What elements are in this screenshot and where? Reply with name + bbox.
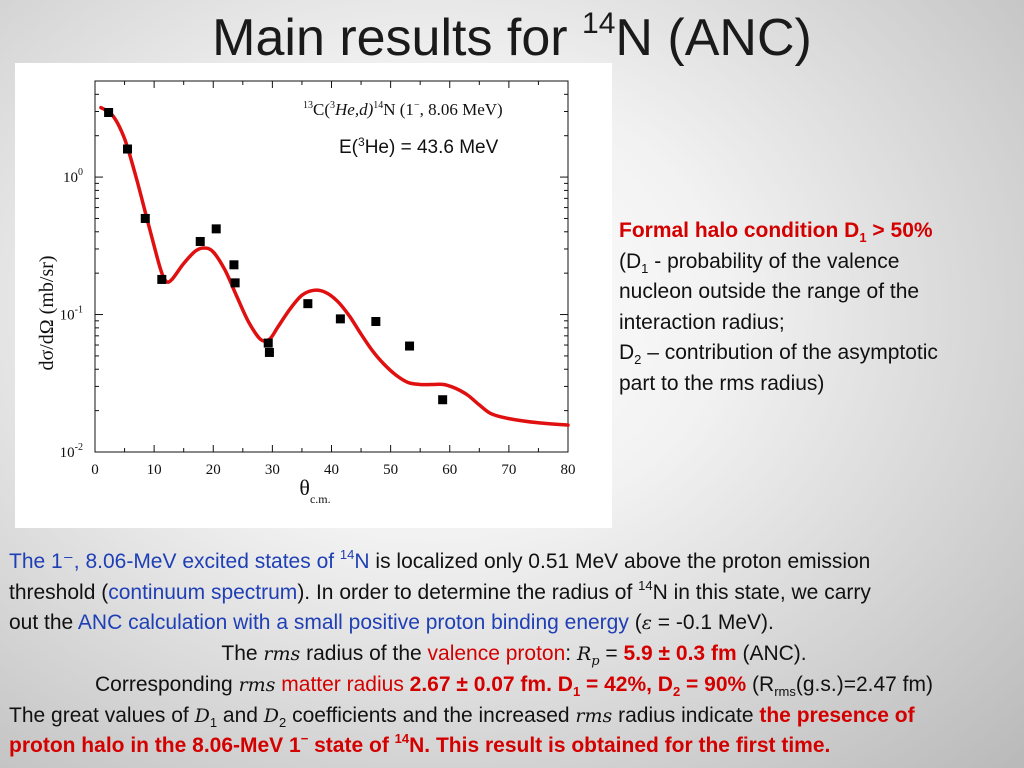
x-tick-label: 80 (561, 462, 576, 478)
plot-svg: 0 10 20 30 40 50 60 70 80 100 10-1 10-2 13C(3He,d)1… (36, 80, 576, 506)
data-point (263, 338, 273, 348)
beam-energy-label: E(3He) = 43.6 MeV (339, 135, 499, 158)
summary-line-1: The 1⁻, 8.06-MeV excited states of 14N i… (9, 547, 871, 573)
data-point (438, 395, 448, 405)
y-axis-label: dσ/dΩ (mb/sr) (36, 255, 58, 370)
x-tick-label: 40 (324, 462, 339, 478)
data-point (140, 213, 150, 223)
note-line: interaction radius; (619, 310, 785, 334)
x-axis-label: θc.m. (299, 475, 330, 506)
data-point (405, 341, 415, 351)
data-point (123, 144, 133, 154)
tick-labels: 0 10 20 30 40 50 60 70 80 100 10-1 10-2 (60, 167, 576, 478)
x-tick-label: 10 (147, 462, 162, 478)
x-tick-label: 60 (442, 462, 457, 478)
summary-text: The 1⁻, 8.06-MeV excited states of 14N i… (9, 547, 1019, 762)
data-point (371, 316, 381, 326)
summary-line-7: proton halo in the 8.06-MeV 1− state of … (9, 731, 831, 758)
data-point (335, 314, 345, 324)
data-point (104, 107, 114, 117)
x-tick-label: 0 (91, 462, 99, 478)
y-tick-label: 10-1 (60, 305, 83, 324)
data-point (211, 224, 221, 234)
halo-condition-heading: Formal halo condition D1 > 50% (619, 219, 933, 245)
data-point (229, 260, 239, 270)
dwba-curve (99, 105, 570, 427)
note-line: nucleon outside the range of the (619, 280, 920, 303)
data-point (303, 299, 313, 309)
note-line: (D1 - probability of the valence (619, 249, 900, 276)
summary-line-5: Corresponding rms matter radius 2.67 ± 0… (94, 672, 933, 699)
summary-line-3: out the ANC calculation with a small pos… (9, 611, 774, 635)
x-tick-label: 20 (206, 462, 221, 478)
x-tick-label: 70 (501, 462, 516, 478)
note-line: D2 – contribution of the asymptotic (619, 341, 938, 367)
title-superscript: 14 (582, 7, 616, 40)
data-point (195, 236, 205, 246)
ticks-layer (94, 81, 569, 453)
x-tick-label: 50 (383, 462, 398, 478)
halo-condition-note: Formal halo condition D1 > 50% (D1 - pro… (619, 216, 1014, 399)
summary-line-4: The rms radius of the valence proton: Rp… (221, 642, 807, 670)
data-point (230, 278, 240, 288)
y-tick-label: 100 (63, 167, 83, 186)
data-point (264, 347, 274, 357)
cross-section-plot: 0 10 20 30 40 50 60 70 80 100 10-1 10-2 13C(3He,d)1… (15, 63, 612, 528)
data-points (104, 107, 448, 405)
data-point (157, 274, 167, 284)
reaction-label: 13C(3He,d)14N (1−, 8.06 MeV) (303, 100, 503, 119)
y-tick-label: 10-2 (60, 442, 83, 461)
summary-line-6: The great values of D1 and D2 coefficien… (9, 703, 915, 730)
summary-line-2: threshold (continuum spectrum). In order… (9, 577, 871, 604)
note-line: part to the rms radius) (619, 371, 825, 395)
x-tick-label: 30 (265, 462, 280, 478)
page-title: Main results for 14N (ANC) (212, 7, 812, 68)
